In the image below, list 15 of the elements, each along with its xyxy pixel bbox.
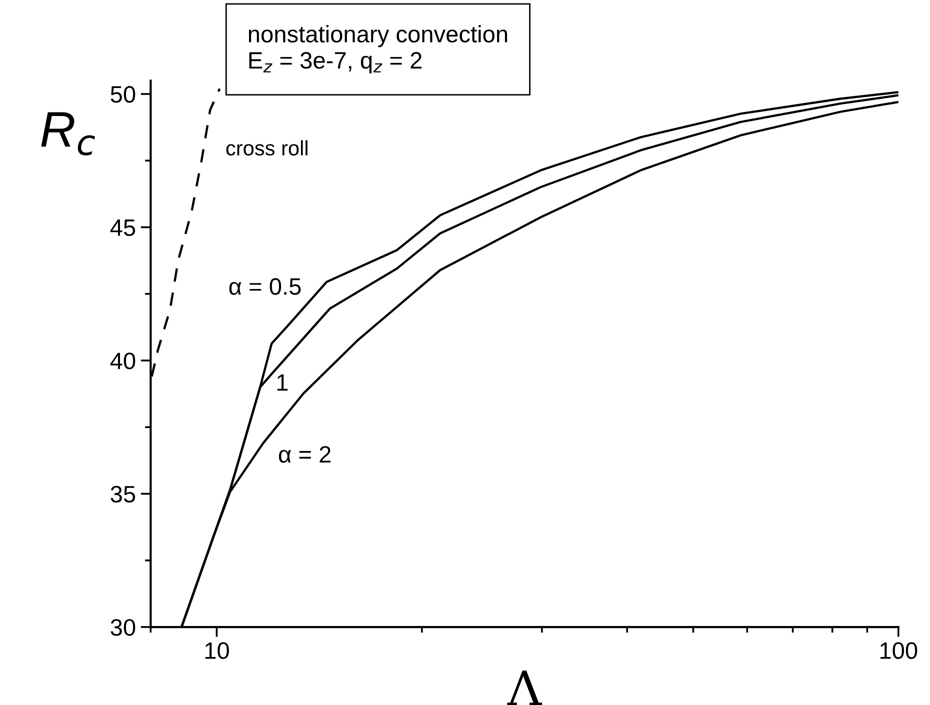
series-label: α = 0.5 xyxy=(229,278,301,295)
text: E$_{z}$ = 3e-7, q$_{z}$ = 2 xyxy=(249,52,422,74)
y-tick-label: 50 xyxy=(110,86,136,103)
series-label: α = 2 xyxy=(278,446,331,463)
text: nonstationary convection xyxy=(248,25,508,48)
x-tick-label: 10 xyxy=(205,642,229,659)
x-tick-label: 100 xyxy=(880,642,918,659)
y-tick-label: 40 xyxy=(110,352,136,370)
series-label: cross roll xyxy=(226,140,308,156)
y-tick-label: 45 xyxy=(110,220,136,236)
y-tick-label: 35 xyxy=(110,486,136,503)
y-axis-title: R$_{c}$ xyxy=(41,112,96,156)
x-axis-title: Λ xyxy=(507,670,542,705)
series-label: 1 xyxy=(277,374,288,391)
y-tick-label: 30 xyxy=(110,619,136,636)
